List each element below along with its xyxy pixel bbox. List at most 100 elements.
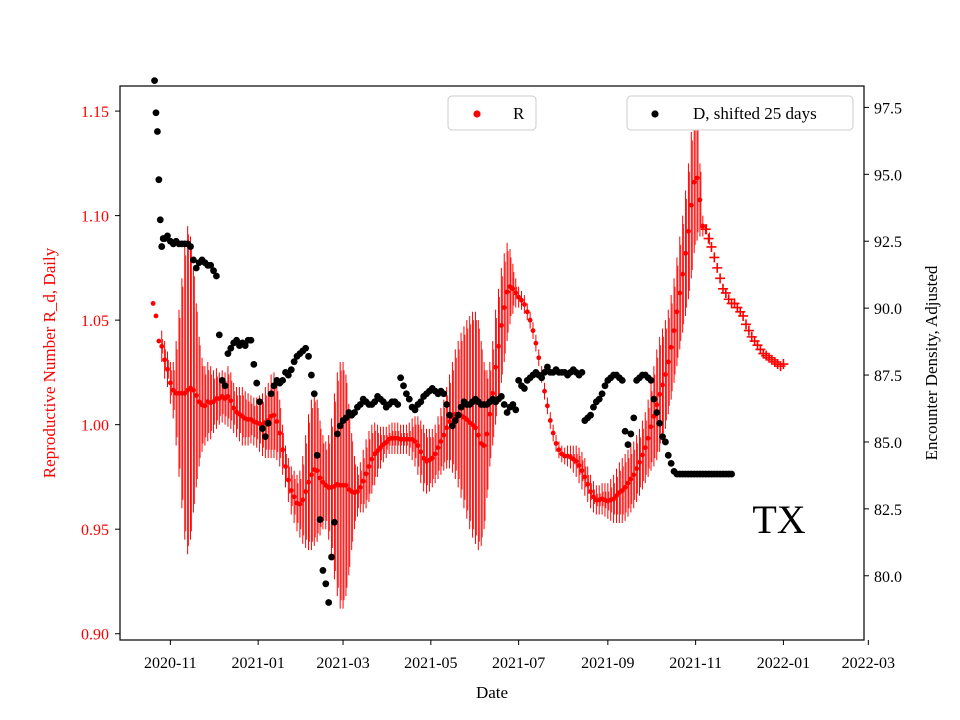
- left-y-tick-label: 0.95: [81, 522, 109, 539]
- r-point: [317, 475, 323, 481]
- d-point: [446, 411, 453, 419]
- r-point: [697, 197, 703, 203]
- right-y-tick-label: 95.0: [874, 167, 902, 184]
- r-point: [665, 359, 671, 365]
- r-point: [628, 476, 634, 482]
- d-point: [215, 331, 223, 339]
- d-point: [261, 433, 269, 440]
- r-point: [447, 419, 452, 424]
- r-point: [677, 290, 683, 296]
- r-point: [654, 402, 660, 408]
- d-point: [440, 390, 448, 398]
- r-point: [320, 479, 326, 485]
- right-y-tick-label: 87.5: [874, 368, 902, 385]
- r-point: [671, 328, 677, 333]
- left-y-axis-ticks: 0.90 0.95 1.00 1.05 1.10 1.15: [81, 104, 120, 644]
- r-point: [588, 489, 593, 494]
- d-point: [509, 401, 517, 408]
- right-y-tick-label: 97.5: [874, 100, 902, 117]
- legend-d-marker: [651, 110, 659, 118]
- d-point: [653, 409, 661, 416]
- r-point: [369, 456, 375, 462]
- d-point: [213, 272, 220, 280]
- d-point: [164, 232, 171, 240]
- d-series-group: [151, 77, 736, 606]
- r-point: [202, 403, 208, 409]
- d-point: [405, 395, 413, 403]
- d-point: [302, 344, 310, 352]
- r-point: [614, 493, 619, 499]
- legend-d-box: [626, 95, 854, 131]
- r-point: [501, 305, 507, 310]
- d-point: [662, 438, 669, 446]
- d-point: [503, 409, 511, 416]
- r-point: [683, 250, 688, 256]
- d-point: [152, 109, 160, 117]
- r-point: [475, 432, 481, 438]
- r-point: [663, 372, 668, 377]
- r-point: [622, 484, 628, 490]
- r-point: [686, 228, 691, 234]
- r-point: [536, 355, 542, 361]
- d-point: [253, 379, 261, 387]
- r-point: [706, 241, 717, 252]
- d-point: [667, 459, 675, 467]
- d-point: [728, 470, 736, 478]
- r-point: [196, 399, 202, 405]
- d-point: [342, 414, 350, 422]
- r-point: [668, 344, 674, 350]
- r-point: [314, 468, 320, 474]
- d-point: [520, 385, 528, 392]
- x-axis-ticks: 2020-11 2021-01 2021-03 2021-05 2021-07 2021-…: [144, 640, 895, 672]
- x-tick-label: 2020-11: [144, 655, 197, 672]
- r-point: [498, 322, 504, 328]
- d-point: [630, 414, 638, 422]
- d-point: [155, 176, 163, 184]
- d-point: [247, 336, 255, 344]
- d-point: [587, 411, 594, 419]
- r-point: [519, 297, 524, 303]
- r-point: [484, 431, 490, 437]
- d-point: [397, 374, 405, 382]
- d-point: [417, 398, 425, 406]
- r-point: [778, 359, 789, 370]
- r-point: [579, 468, 585, 474]
- d-point: [544, 363, 551, 371]
- r-point: [308, 472, 314, 478]
- r-point: [415, 443, 421, 448]
- r-point: [648, 424, 654, 430]
- right-y-axis-title: Encounter Density, Adjusted: [922, 265, 941, 460]
- d-point: [541, 368, 548, 376]
- r-point: [691, 179, 697, 185]
- d-point: [313, 451, 321, 459]
- legend-r: R: [447, 95, 537, 131]
- r-point: [285, 477, 291, 483]
- d-point: [151, 77, 158, 85]
- r-point: [619, 488, 625, 493]
- r-point: [591, 494, 596, 500]
- r-point: [680, 271, 686, 277]
- r-point: [375, 448, 380, 454]
- r-point: [343, 482, 349, 488]
- d-point: [647, 376, 655, 384]
- r-point: [660, 382, 665, 388]
- d-point: [402, 390, 410, 398]
- r-point: [481, 443, 487, 448]
- d-point: [590, 403, 597, 411]
- left-y-tick-label: 1.10: [81, 209, 109, 226]
- legend-r-box: [447, 95, 537, 131]
- x-tick-label: 2021-09: [581, 655, 634, 672]
- r-point: [545, 403, 550, 409]
- r-point: [703, 233, 714, 244]
- state-annotation: TX: [752, 497, 805, 542]
- d-point: [279, 376, 287, 384]
- d-point: [656, 419, 664, 427]
- r-point: [550, 430, 556, 436]
- r-point: [167, 380, 173, 386]
- r-point: [645, 435, 651, 441]
- r-point: [429, 455, 435, 461]
- x-tick-label: 2021-11: [669, 655, 722, 672]
- r-point: [150, 301, 156, 306]
- r-point: [700, 224, 711, 235]
- r-point: [438, 438, 444, 444]
